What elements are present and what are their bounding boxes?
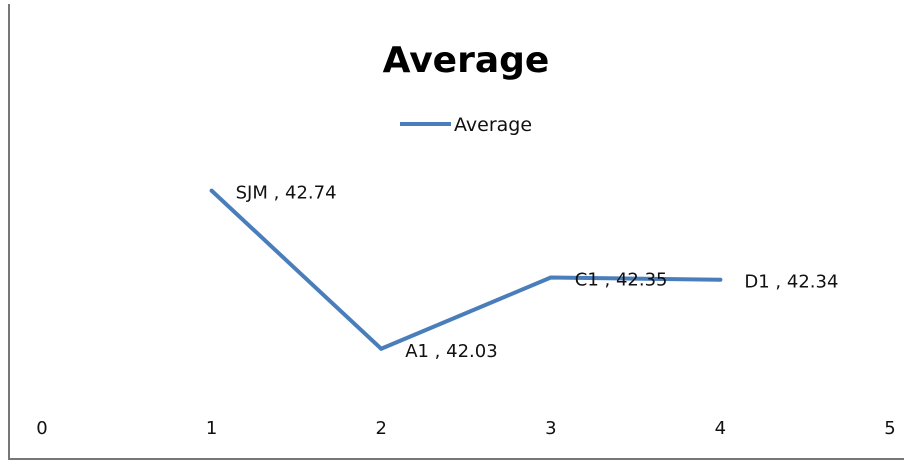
data-point <box>718 277 723 282</box>
data-label: C1 , 42.35 <box>575 270 668 291</box>
chart-title: Average <box>383 40 550 81</box>
data-label: A1 , 42.03 <box>405 341 497 362</box>
x-tick-label: 2 <box>375 418 386 439</box>
plot-area <box>209 188 723 351</box>
x-tick-label: 1 <box>206 418 217 439</box>
legend: Average <box>400 114 532 136</box>
data-labels: SJM , 42.74 A1 , 42.03 C1 , 42.35 D1 , 42.3… <box>236 183 839 362</box>
legend-label: Average <box>454 114 532 136</box>
data-point <box>548 275 553 280</box>
chart-frame <box>8 4 904 460</box>
series-line <box>210 189 721 351</box>
x-tick-label: 0 <box>36 418 47 439</box>
x-tick-label: 3 <box>545 418 556 439</box>
data-point <box>209 188 214 193</box>
x-tick-label: 4 <box>715 418 726 439</box>
data-label: D1 , 42.34 <box>744 272 838 293</box>
x-tick-label: 5 <box>884 418 895 439</box>
data-label: SJM , 42.74 <box>236 183 337 204</box>
x-axis-ticks: 0 1 2 3 4 5 <box>36 418 895 439</box>
data-point <box>379 346 384 351</box>
